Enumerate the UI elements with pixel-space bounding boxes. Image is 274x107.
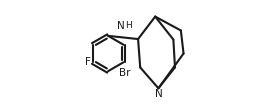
Text: H: H [125,22,132,30]
Text: Br: Br [119,68,130,78]
Text: N: N [155,89,162,99]
Text: F: F [85,57,90,67]
Text: N: N [118,21,125,31]
